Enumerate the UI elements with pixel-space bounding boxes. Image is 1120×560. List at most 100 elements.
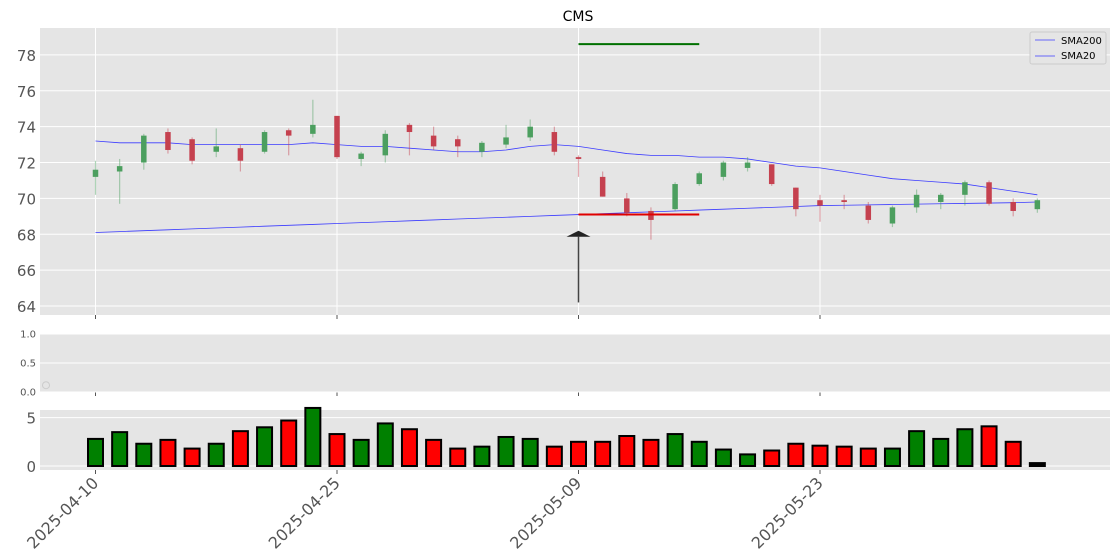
candle-body [237,148,244,161]
candlesticks [92,99,1041,240]
price-y-tick-1: 66 [17,262,36,280]
x-tick-0: 2025-04-10 [23,473,102,552]
candle-body [913,194,920,208]
volume-bar [425,438,443,468]
volume-bar [594,440,612,468]
volume-bar [280,419,298,468]
candle-body [189,139,195,161]
volume-bar [87,437,104,468]
sma20-line [95,140,1038,196]
volume-bars [87,406,1046,468]
sma200-line [95,201,1038,233]
candle-body [793,187,799,210]
price-y-tick-7: 78 [17,47,36,65]
indicator-points [42,381,50,390]
volume-bar [1004,440,1022,468]
candle-body [1034,200,1041,210]
candle-body [527,126,533,138]
indicator-grid [40,333,1110,393]
volume-bar [714,448,732,468]
candle-body [141,135,147,163]
volume-bar [570,440,587,468]
candle-body [261,132,268,152]
candle-body [165,132,171,150]
indicator-point [42,381,50,390]
candle-body [962,182,968,195]
x-tick-labels: 2025-04-10 2025-04-25 2025-05-09 2025-05-23 [23,473,827,552]
volume-bar [666,433,684,467]
volume-bar [618,435,636,467]
candle-body [841,200,847,202]
legend-entry-sma200: SMA200 [1061,36,1102,47]
candle-body [358,153,364,159]
candle-body [768,164,775,185]
volume-bar [787,442,805,468]
indicator-y-tick-0: 0.0 [20,388,36,399]
volume-bar [521,437,539,468]
candle-body [116,166,123,172]
volume-bar [835,445,853,468]
volume-bar [304,406,322,468]
candle-body [479,142,485,152]
buy-arrow-head [566,230,591,237]
candle-body [92,169,99,177]
chart-title: CMS [563,9,594,25]
volume-bar [739,453,757,467]
volume-bar [473,445,491,468]
indicator-y-tick-labels: 0.0 0.5 1.0 [20,330,36,399]
candle-body [575,157,582,159]
price-y-tick-0: 64 [17,298,36,316]
volume-bar [135,442,153,468]
candle-body [455,139,461,147]
legend-entry-sma20: SMA20 [1061,51,1096,62]
volume-bar [690,440,708,468]
volume-bar [352,438,370,468]
volume-bar [400,428,418,467]
candle-body [599,176,606,197]
legend: SMA200 SMA20 [1029,31,1107,65]
candle-body [938,194,944,202]
candle-body [986,182,992,204]
indicator-y-tick-2: 1.0 [20,330,36,341]
volume-bar [956,428,974,467]
candle-body [310,124,316,134]
sma-lines [95,140,1038,233]
volume-y-tick-1: 5 [26,410,36,428]
candle-body [1010,201,1016,211]
candle-body [382,133,389,156]
volume-y-tick-0: 0 [26,458,36,476]
price-y-tick-4: 72 [17,155,36,173]
indicator-y-tick-1: 0.5 [20,359,36,370]
candle-body [285,130,292,136]
price-y-tick-labels: 64 66 68 70 72 74 76 78 [17,47,36,316]
x-tick-3: 2025-05-23 [748,473,827,552]
price-panel-background [40,28,1110,315]
candle-body [817,200,823,206]
volume-bar [159,438,177,468]
volume-y-tick-labels: 05 [26,410,36,476]
volume-bar [183,447,201,468]
candle-body [744,162,751,168]
volume-bar [883,447,901,468]
candle-body [503,137,509,145]
volume-bar [545,445,563,468]
volume-bar [256,426,274,467]
volume-bar [449,447,467,468]
candle-body [720,162,727,177]
x-tick-1: 2025-04-25 [265,473,344,552]
price-y-tick-3: 70 [17,190,36,208]
trade-annotations [566,43,700,303]
volume-bar [328,433,346,467]
candle-body [334,115,340,158]
volume-bar [811,444,829,468]
x-tick-2: 2025-05-09 [506,473,585,552]
candle-body [430,135,437,147]
candle-body [865,205,872,220]
volume-bar [1028,462,1046,467]
candle-body [406,124,413,133]
volume-bar [497,435,515,467]
candle-body [213,146,219,152]
volume-bar [207,442,225,468]
price-y-tick-5: 74 [17,119,36,137]
